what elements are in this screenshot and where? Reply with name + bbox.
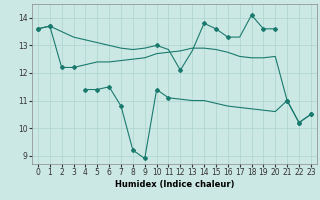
X-axis label: Humidex (Indice chaleur): Humidex (Indice chaleur): [115, 180, 234, 189]
